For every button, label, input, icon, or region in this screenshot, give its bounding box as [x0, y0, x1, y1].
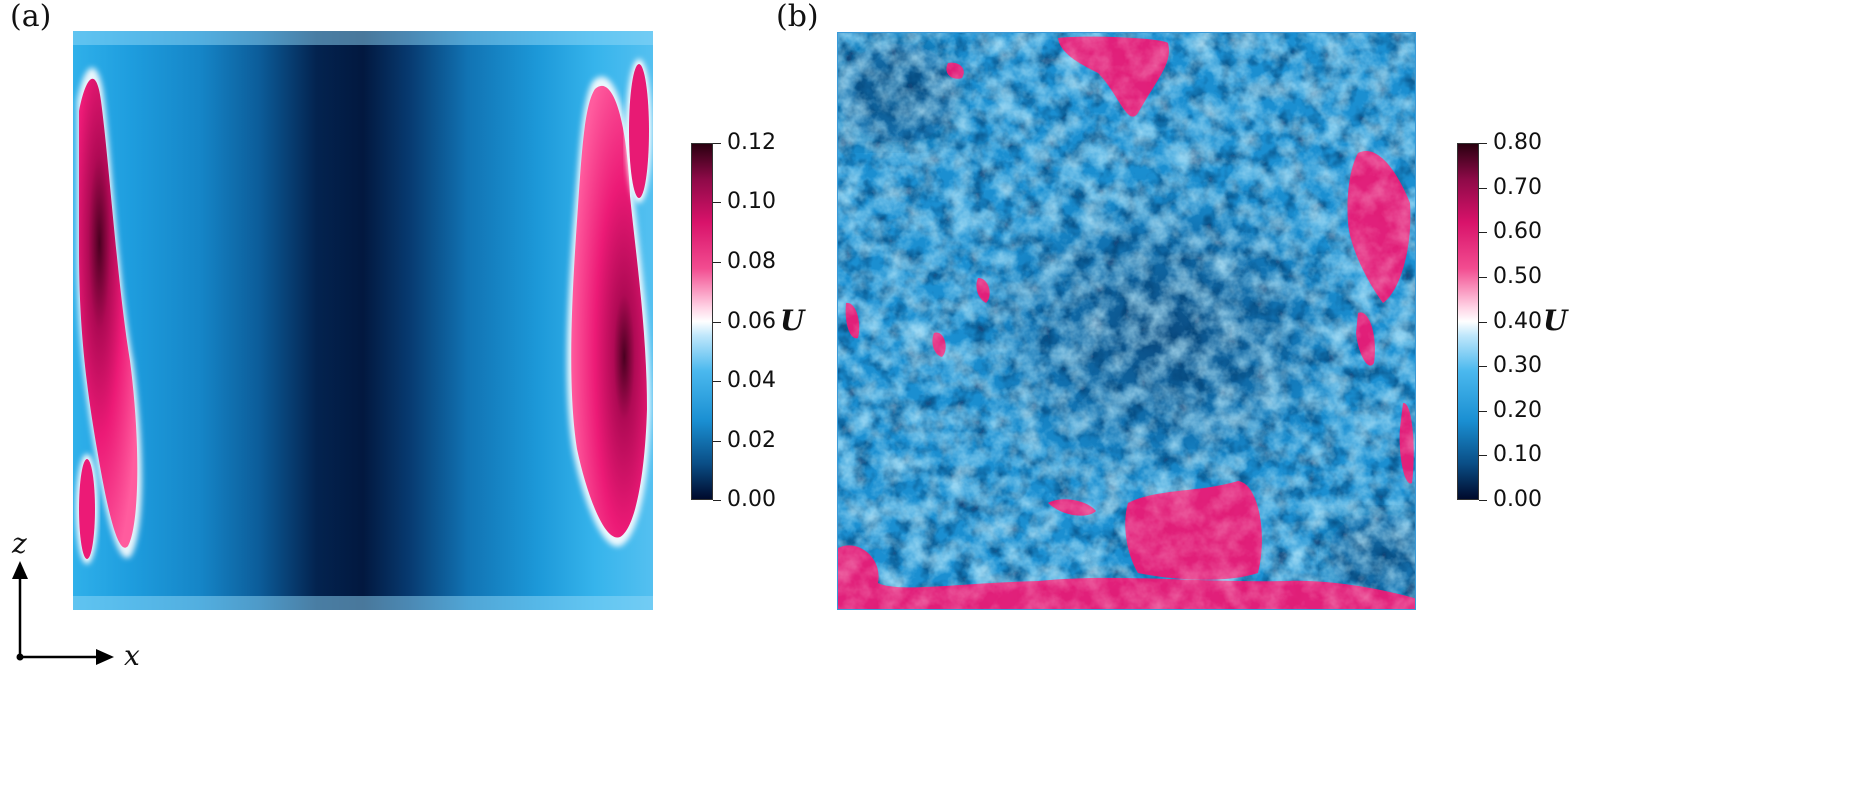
axis-indicator — [12, 561, 114, 665]
colorbar-tick-mark — [713, 143, 721, 144]
colorbar-tick-mark — [1479, 143, 1487, 144]
colorbar-tick-label: 0.12 — [727, 130, 776, 155]
axis-label-z: z — [12, 527, 27, 560]
colorbar-tick-mark — [713, 381, 721, 382]
colorbar-tick-mark — [1479, 500, 1487, 501]
colorbar-b-title: U — [1543, 304, 1568, 337]
colorbar-tick-mark — [1479, 277, 1487, 278]
colorbar-a — [691, 143, 713, 500]
colorbar-tick-label: 0.30 — [1493, 353, 1542, 378]
colorbar-tick-label: 0.70 — [1493, 175, 1542, 200]
colorbar-tick-label: 0.60 — [1493, 219, 1542, 244]
colorbar-tick-label: 0.06 — [727, 309, 776, 334]
x-axis-arrowhead — [96, 649, 114, 665]
heatmap-panel-b — [837, 32, 1416, 610]
colorbar-tick-mark — [713, 500, 721, 501]
colorbar-tick-label: 0.02 — [727, 428, 776, 453]
colorbar-tick-label: 0.04 — [727, 368, 776, 393]
colorbar-tick-mark — [1479, 322, 1487, 323]
colorbar-tick-label: 0.10 — [1493, 442, 1542, 467]
colorbar-tick-mark — [713, 262, 721, 263]
colorbar-tick-mark — [713, 441, 721, 442]
axis-origin-dot — [16, 653, 24, 661]
colorbar-tick-mark — [1479, 188, 1487, 189]
heatmap-panel-a — [73, 31, 653, 610]
colorbar-tick-label: 0.20 — [1493, 398, 1542, 423]
heatmap-a-svg — [73, 31, 653, 610]
colorbar-tick-label: 0.40 — [1493, 309, 1542, 334]
colorbar-tick-mark — [713, 202, 721, 203]
colorbar-b — [1457, 143, 1479, 500]
colorbar-tick-mark — [1479, 455, 1487, 456]
colorbar-tick-label: 0.00 — [1493, 487, 1542, 512]
panel-label-a: (a) — [10, 0, 52, 34]
colorbar-tick-mark — [1479, 366, 1487, 367]
heatmap-b-svg — [838, 33, 1415, 609]
z-axis-arrowhead — [12, 561, 28, 579]
colorbar-a-title: U — [780, 304, 805, 337]
colorbar-tick-mark — [1479, 411, 1487, 412]
colorbar-tick-label: 0.08 — [727, 249, 776, 274]
colorbar-tick-label: 0.00 — [727, 487, 776, 512]
axis-label-x: x — [124, 639, 140, 672]
colorbar-tick-mark — [1479, 232, 1487, 233]
colorbar-tick-mark — [713, 322, 721, 323]
colorbar-tick-label: 0.10 — [727, 189, 776, 214]
colorbar-tick-label: 0.50 — [1493, 264, 1542, 289]
panel-label-b: (b) — [776, 0, 819, 34]
colorbar-tick-label: 0.80 — [1493, 130, 1542, 155]
